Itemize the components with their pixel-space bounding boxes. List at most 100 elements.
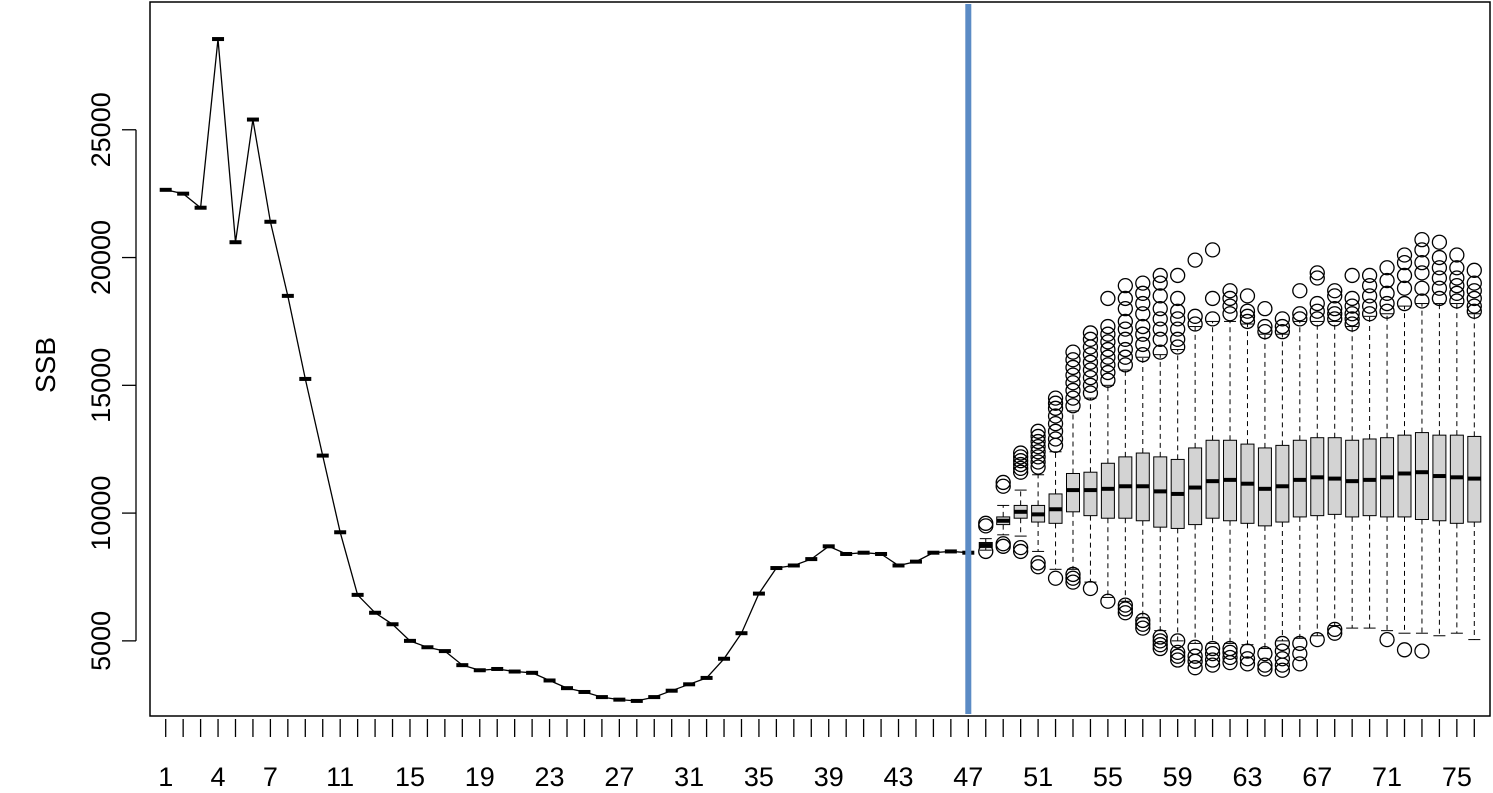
outlier-point xyxy=(1204,311,1221,327)
box-iqr xyxy=(1397,434,1412,518)
outlier-point xyxy=(1013,453,1029,469)
outlier-point xyxy=(1379,260,1395,276)
outlier-point xyxy=(1396,642,1413,658)
outlier-point xyxy=(1030,559,1046,575)
x-tick-label: 35 xyxy=(744,762,774,792)
box-iqr xyxy=(1327,437,1342,515)
outlier-point xyxy=(1152,288,1168,304)
outlier-point xyxy=(1257,324,1273,340)
outlier-point xyxy=(1135,347,1151,363)
outlier-point xyxy=(1327,283,1343,299)
outlier-point xyxy=(1082,370,1099,386)
outlier-point xyxy=(1274,318,1291,335)
outlier-point xyxy=(1222,640,1238,657)
outlier-point xyxy=(1047,416,1064,432)
outlier-point xyxy=(1361,298,1378,314)
outlier-point xyxy=(1361,278,1378,294)
outlier-point xyxy=(1274,324,1291,340)
outlier-point xyxy=(1466,275,1482,291)
outlier-point xyxy=(1135,295,1151,312)
x-tick-label: 27 xyxy=(604,762,634,792)
outlier-point xyxy=(1082,580,1099,597)
outlier-point xyxy=(1414,293,1430,309)
outlier-point xyxy=(1344,290,1360,307)
x-tick-label: 31 xyxy=(674,762,704,792)
outlier-point xyxy=(1100,372,1116,388)
y-tick-label: 15000 xyxy=(86,348,116,423)
outlier-point xyxy=(1047,431,1064,447)
outlier-point xyxy=(1414,242,1430,258)
outlier-point xyxy=(1274,311,1291,327)
outlier-point xyxy=(1274,662,1291,678)
x-tick-label: 55 xyxy=(1093,762,1123,792)
outlier-point xyxy=(1082,377,1099,393)
outlier-point xyxy=(1222,283,1238,299)
outlier-point xyxy=(1030,454,1046,470)
boxplot xyxy=(1117,278,1133,621)
outlier-point xyxy=(1030,423,1046,439)
outlier-point xyxy=(1292,645,1308,662)
outlier-point xyxy=(1449,293,1465,309)
outlier-point xyxy=(1065,375,1081,391)
outlier-point xyxy=(1065,352,1081,368)
box-iqr xyxy=(1414,432,1429,520)
boxplot xyxy=(1100,290,1116,609)
outlier-point xyxy=(1431,234,1448,250)
outlier-point xyxy=(1100,349,1116,365)
outlier-point xyxy=(1135,306,1151,322)
y-axis-label: SSB xyxy=(30,337,61,393)
outlier-point xyxy=(1013,460,1029,477)
outlier-point xyxy=(1414,265,1430,281)
outlier-point xyxy=(1292,306,1308,322)
outlier-point xyxy=(1257,318,1273,335)
outlier-point xyxy=(1152,344,1168,360)
x-tick-label: 75 xyxy=(1442,762,1472,792)
outlier-point xyxy=(1449,270,1465,286)
outlier-point xyxy=(1082,354,1099,370)
outlier-point xyxy=(1204,290,1221,307)
outlier-point xyxy=(1379,272,1395,289)
outlier-point xyxy=(1396,267,1413,284)
outlier-point xyxy=(1466,298,1482,314)
outlier-point xyxy=(1431,280,1448,296)
outlier-point xyxy=(1327,301,1343,317)
outlier-point xyxy=(1187,316,1203,332)
x-tick-label: 19 xyxy=(465,762,495,792)
outlier-point xyxy=(1466,262,1482,278)
outlier-point xyxy=(1414,232,1430,248)
outlier-point xyxy=(1309,311,1325,327)
outlier-point xyxy=(1065,566,1081,583)
outlier-point xyxy=(1117,349,1133,365)
boxplot xyxy=(1414,232,1430,659)
boxplot xyxy=(1257,301,1273,677)
boxplot xyxy=(1013,445,1029,560)
outlier-point xyxy=(1239,651,1256,667)
outlier-point xyxy=(1379,631,1395,648)
outlier-point xyxy=(1449,260,1465,276)
boxplot xyxy=(1327,283,1343,641)
boxplot xyxy=(1344,267,1360,629)
outlier-point xyxy=(1344,267,1360,284)
outlier-point xyxy=(1344,298,1360,314)
outlier-point xyxy=(1117,313,1133,330)
outlier-point xyxy=(1239,656,1256,672)
outlier-point xyxy=(1204,657,1221,673)
box-iqr xyxy=(1345,439,1360,518)
outlier-point xyxy=(1135,275,1151,291)
outlier-point xyxy=(1065,390,1081,406)
boxplot xyxy=(1292,283,1308,672)
boxplot xyxy=(1396,247,1413,658)
plot-frame xyxy=(149,1,1491,717)
outlier-point xyxy=(1117,341,1133,358)
outlier-point xyxy=(1065,382,1081,399)
boxplot xyxy=(978,515,994,560)
outlier-point xyxy=(1327,625,1343,641)
outlier-point xyxy=(1065,398,1081,414)
outlier-point xyxy=(1030,555,1046,571)
outlier-point xyxy=(995,478,1011,494)
outlier-point xyxy=(1327,288,1343,304)
outlier-point xyxy=(1152,640,1168,657)
outlier-point xyxy=(1274,635,1291,652)
outlier-point xyxy=(1135,326,1151,342)
outlier-point xyxy=(1117,290,1133,307)
